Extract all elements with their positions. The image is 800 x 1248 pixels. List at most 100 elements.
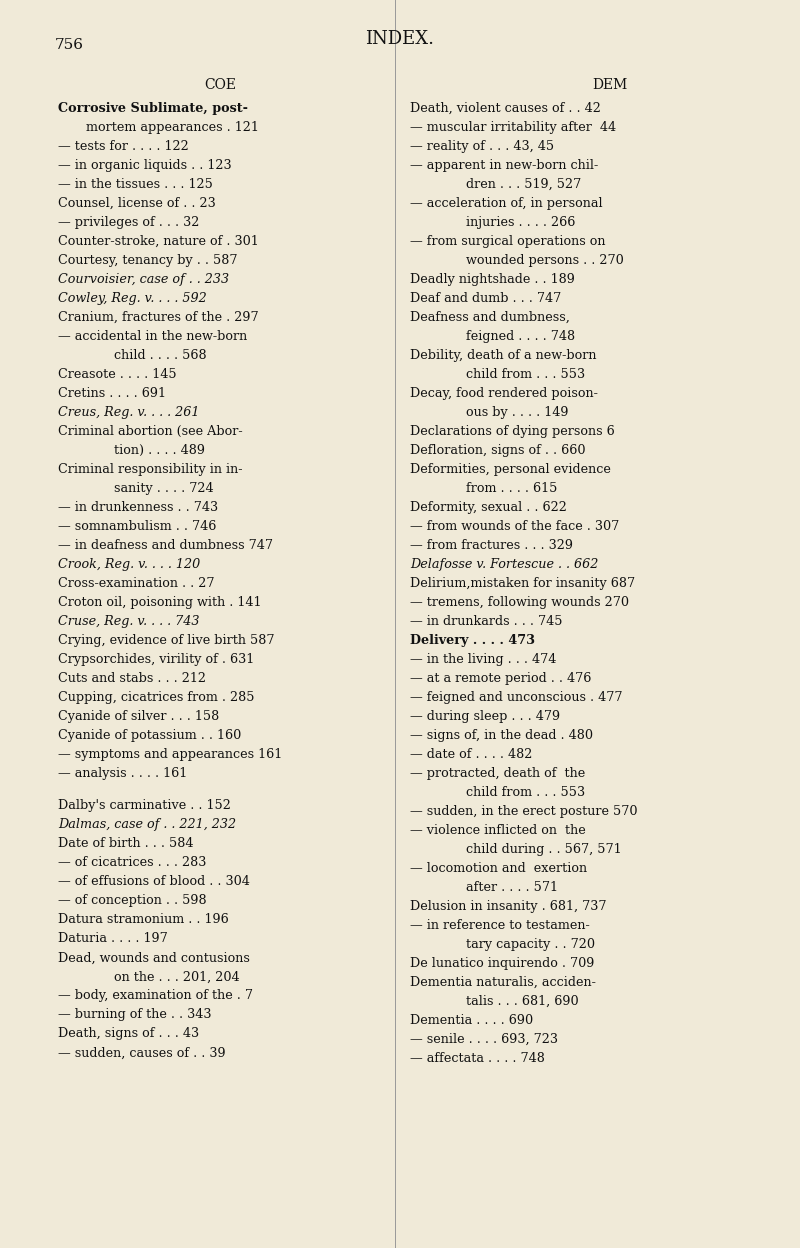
Text: Date of birth . . . 584: Date of birth . . . 584 [58, 837, 194, 850]
Text: talis . . . 681, 690: talis . . . 681, 690 [466, 995, 578, 1008]
Text: — at a remote period . . 476: — at a remote period . . 476 [410, 671, 591, 685]
Text: — accidental in the new-born: — accidental in the new-born [58, 329, 247, 343]
Text: Deafness and dumbness,: Deafness and dumbness, [410, 311, 570, 324]
Text: Deaf and dumb . . . 747: Deaf and dumb . . . 747 [410, 292, 562, 305]
Text: — in drunkenness . . 743: — in drunkenness . . 743 [58, 500, 218, 514]
Text: Deformities, personal evidence: Deformities, personal evidence [410, 463, 611, 475]
Text: Dementia naturalis, acciden-: Dementia naturalis, acciden- [410, 976, 596, 988]
Text: Debility, death of a new-born: Debility, death of a new-born [410, 349, 597, 362]
Text: — tests for . . . . 122: — tests for . . . . 122 [58, 140, 189, 154]
Text: — in organic liquids . . 123: — in organic liquids . . 123 [58, 158, 232, 172]
Text: — signs of, in the dead . 480: — signs of, in the dead . 480 [410, 729, 593, 743]
Text: — muscular irritability after  44: — muscular irritability after 44 [410, 121, 616, 134]
Text: Croton oil, poisoning with . 141: Croton oil, poisoning with . 141 [58, 597, 262, 609]
Text: — burning of the . . 343: — burning of the . . 343 [58, 1008, 211, 1021]
Text: Cyanide of potassium . . 160: Cyanide of potassium . . 160 [58, 729, 242, 743]
Text: — senile . . . . 693, 723: — senile . . . . 693, 723 [410, 1033, 558, 1046]
Text: De lunatico inquirendo . 709: De lunatico inquirendo . 709 [410, 957, 594, 970]
Text: Delusion in insanity . 681, 737: Delusion in insanity . 681, 737 [410, 900, 606, 914]
Text: wounded persons . . 270: wounded persons . . 270 [466, 255, 624, 267]
Text: Corrosive Sublimate, post-: Corrosive Sublimate, post- [58, 102, 248, 115]
Text: — sudden, causes of . . 39: — sudden, causes of . . 39 [58, 1046, 226, 1060]
Text: — of cicatrices . . . 283: — of cicatrices . . . 283 [58, 856, 206, 870]
Text: Dead, wounds and contusions: Dead, wounds and contusions [58, 951, 250, 965]
Text: Cuts and stabs . . . 212: Cuts and stabs . . . 212 [58, 671, 206, 685]
Text: 756: 756 [55, 37, 84, 52]
Text: sanity . . . . 724: sanity . . . . 724 [114, 482, 214, 495]
Text: Defloration, signs of . . 660: Defloration, signs of . . 660 [410, 444, 586, 457]
Text: — sudden, in the erect posture 570: — sudden, in the erect posture 570 [410, 805, 638, 817]
Text: Creus, Reg. v. . . . 261: Creus, Reg. v. . . . 261 [58, 406, 199, 419]
Text: — from wounds of the face . 307: — from wounds of the face . 307 [410, 520, 619, 533]
Text: — protracted, death of  the: — protracted, death of the [410, 768, 586, 780]
Text: Daturia . . . . 197: Daturia . . . . 197 [58, 932, 168, 945]
Text: — tremens, following wounds 270: — tremens, following wounds 270 [410, 597, 629, 609]
Text: Cyanide of silver . . . 158: Cyanide of silver . . . 158 [58, 710, 219, 723]
Text: child from . . . 553: child from . . . 553 [466, 368, 585, 381]
Text: Courtesy, tenancy by . . 587: Courtesy, tenancy by . . 587 [58, 255, 238, 267]
Text: — in the living . . . 474: — in the living . . . 474 [410, 653, 556, 666]
Text: — apparent in new-born chil-: — apparent in new-born chil- [410, 158, 598, 172]
Text: — violence inflicted on  the: — violence inflicted on the [410, 824, 586, 837]
Text: Creasote . . . . 145: Creasote . . . . 145 [58, 368, 177, 381]
Text: — date of . . . . 482: — date of . . . . 482 [410, 748, 532, 761]
Text: from . . . . 615: from . . . . 615 [466, 482, 558, 495]
Text: — body, examination of the . 7: — body, examination of the . 7 [58, 990, 253, 1002]
Text: tary capacity . . 720: tary capacity . . 720 [466, 938, 595, 951]
Text: Criminal responsibility in in-: Criminal responsibility in in- [58, 463, 242, 475]
Text: Death, violent causes of . . 42: Death, violent causes of . . 42 [410, 102, 601, 115]
Text: Dalby's carminative . . 152: Dalby's carminative . . 152 [58, 799, 231, 812]
Text: Dalmas, case of . . 221, 232: Dalmas, case of . . 221, 232 [58, 819, 236, 831]
Text: Delivery . . . . 473: Delivery . . . . 473 [410, 634, 535, 646]
Text: Deadly nightshade . . 189: Deadly nightshade . . 189 [410, 273, 575, 286]
Text: — from fractures . . . 329: — from fractures . . . 329 [410, 539, 573, 552]
Text: Death, signs of . . . 43: Death, signs of . . . 43 [58, 1027, 199, 1041]
Text: Crook, Reg. v. . . . 120: Crook, Reg. v. . . . 120 [58, 558, 200, 572]
Text: — privileges of . . . 32: — privileges of . . . 32 [58, 216, 199, 228]
Text: Declarations of dying persons 6: Declarations of dying persons 6 [410, 426, 614, 438]
Text: Cowley, Reg. v. . . . 592: Cowley, Reg. v. . . . 592 [58, 292, 206, 305]
Text: — from surgical operations on: — from surgical operations on [410, 235, 606, 248]
Text: — feigned and unconscious . 477: — feigned and unconscious . 477 [410, 691, 622, 704]
Text: child from . . . 553: child from . . . 553 [466, 786, 585, 799]
Text: DEM: DEM [592, 77, 628, 92]
Text: Counsel, license of . . 23: Counsel, license of . . 23 [58, 197, 216, 210]
Text: after . . . . 571: after . . . . 571 [466, 881, 558, 894]
Text: Cross-examination . . 27: Cross-examination . . 27 [58, 577, 214, 590]
Text: COE: COE [204, 77, 236, 92]
Text: — affectata . . . . 748: — affectata . . . . 748 [410, 1052, 545, 1065]
Text: Delafosse v. Fortescue . . 662: Delafosse v. Fortescue . . 662 [410, 558, 598, 572]
Text: — in reference to testamen-: — in reference to testamen- [410, 919, 590, 932]
Text: on the . . . 201, 204: on the . . . 201, 204 [114, 970, 240, 983]
Text: — reality of . . . 43, 45: — reality of . . . 43, 45 [410, 140, 554, 154]
Text: — acceleration of, in personal: — acceleration of, in personal [410, 197, 602, 210]
Text: dren . . . 519, 527: dren . . . 519, 527 [466, 178, 582, 191]
Text: Courvoisier, case of . . 233: Courvoisier, case of . . 233 [58, 273, 229, 286]
Text: Crypsorchides, virility of . 631: Crypsorchides, virility of . 631 [58, 653, 254, 666]
Text: — analysis . . . . 161: — analysis . . . . 161 [58, 768, 187, 780]
Text: Counter-stroke, nature of . 301: Counter-stroke, nature of . 301 [58, 235, 258, 248]
Text: — of conception . . 598: — of conception . . 598 [58, 895, 206, 907]
Text: Deformity, sexual . . 622: Deformity, sexual . . 622 [410, 500, 567, 514]
Text: — in the tissues . . . 125: — in the tissues . . . 125 [58, 178, 213, 191]
Text: feigned . . . . 748: feigned . . . . 748 [466, 329, 575, 343]
Text: Cretins . . . . 691: Cretins . . . . 691 [58, 387, 166, 401]
Text: injuries . . . . 266: injuries . . . . 266 [466, 216, 575, 228]
Text: INDEX.: INDEX. [366, 30, 434, 47]
Text: — during sleep . . . 479: — during sleep . . . 479 [410, 710, 560, 723]
Text: — symptoms and appearances 161: — symptoms and appearances 161 [58, 748, 282, 761]
Text: Decay, food rendered poison-: Decay, food rendered poison- [410, 387, 598, 401]
Text: Delirium,mistaken for insanity 687: Delirium,mistaken for insanity 687 [410, 577, 635, 590]
Text: — in drunkards . . . 745: — in drunkards . . . 745 [410, 615, 562, 628]
Text: child during . . 567, 571: child during . . 567, 571 [466, 842, 622, 856]
Text: — in deafness and dumbness 747: — in deafness and dumbness 747 [58, 539, 273, 552]
Text: Crying, evidence of live birth 587: Crying, evidence of live birth 587 [58, 634, 274, 646]
Text: — locomotion and  exertion: — locomotion and exertion [410, 862, 587, 875]
Text: — of effusions of blood . . 304: — of effusions of blood . . 304 [58, 875, 250, 889]
Text: child . . . . 568: child . . . . 568 [114, 349, 206, 362]
Text: Cupping, cicatrices from . 285: Cupping, cicatrices from . 285 [58, 691, 254, 704]
Text: — somnambulism . . 746: — somnambulism . . 746 [58, 520, 216, 533]
Text: Cruse, Reg. v. . . . 743: Cruse, Reg. v. . . . 743 [58, 615, 199, 628]
Text: mortem appearances . 121: mortem appearances . 121 [86, 121, 259, 134]
Text: tion) . . . . 489: tion) . . . . 489 [114, 444, 205, 457]
